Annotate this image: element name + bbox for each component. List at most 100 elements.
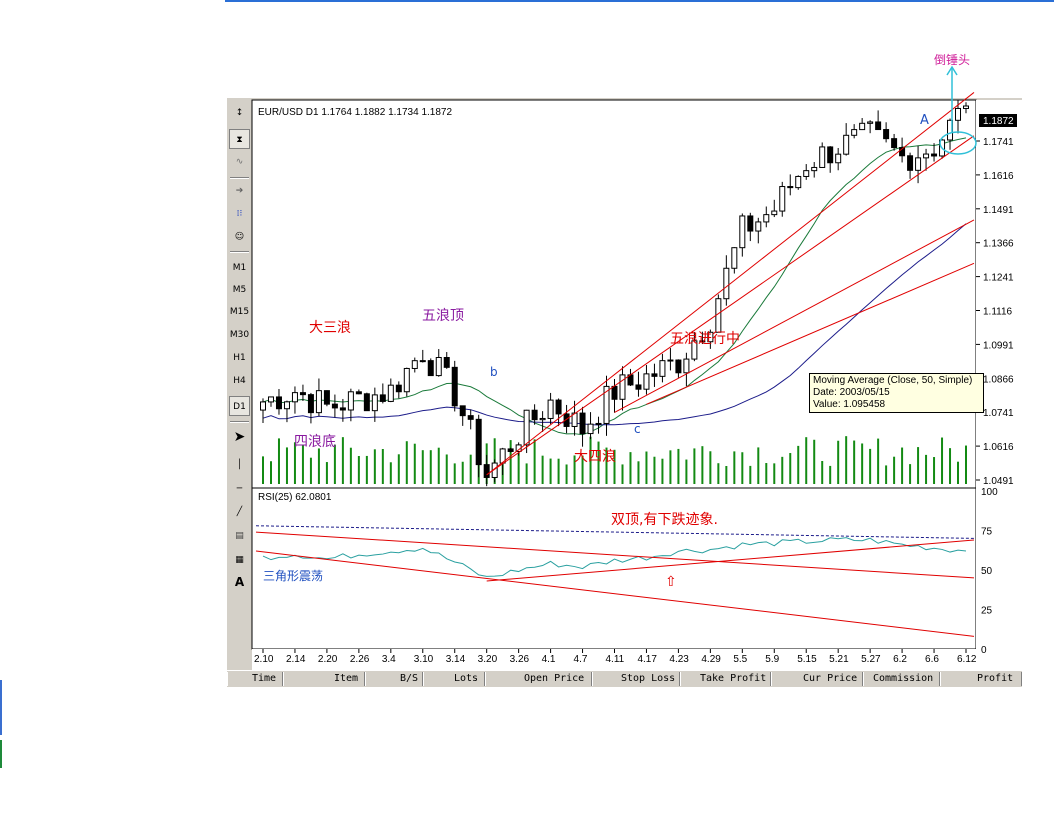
arrow-cursor-icon[interactable]: ➤ [233,429,246,445]
candle-chart-icon[interactable]: ⧗ [229,129,250,149]
candle-up [371,394,378,412]
expert-icon[interactable]: ☺ [234,232,245,242]
candle-up [843,134,850,155]
annotation-wave5-top: 五浪顶 [422,308,464,324]
vertical-line-icon[interactable]: │ [236,460,243,470]
hammer-pointer-arrowhead [946,65,958,76]
candle-down [483,464,490,478]
time-tick-label: 5.15 [797,654,817,665]
zoom-icon[interactable]: ➔ [235,186,244,196]
candle-down [451,366,458,407]
time-tick-label: 3.4 [382,654,396,665]
left-toolbar: ↕ ⧗ ∿ ➔ ⁞⁝ ☺ M1 M5 M15 M30 H1 H4 D1 ➤ │ … [228,99,251,669]
annotation-letter-c: c [634,422,641,436]
candle-down [323,390,330,405]
column-lots[interactable]: Lots [423,672,485,686]
candle-up [707,331,714,343]
axis-labels: 1.1741 1.1616 1.1491 1.1366 1.1241 1.1116 1.09… [254,137,1014,665]
fibonacci-icon[interactable]: ▦ [235,555,244,565]
period-m1-button[interactable]: M1 [232,263,247,273]
period-m30-button[interactable]: M30 [229,330,250,340]
column-bs[interactable]: B/S [365,672,423,686]
price-tick-label: 1.1741 [983,137,1014,148]
candle-up [403,367,410,393]
time-tick-label: 4.1 [542,654,556,665]
line-chart-icon[interactable]: ∿ [235,157,244,167]
column-take-profit[interactable]: Take Profit [680,672,771,686]
column-profit[interactable]: Profit [940,672,1022,686]
rsi-lower-line [255,550,975,637]
time-tick-label: 2.26 [350,654,370,665]
candle-down [339,407,346,411]
candle-down [275,396,282,410]
trendline [614,219,975,413]
candle-down [443,357,450,368]
column-cur-price[interactable]: Cur Price [771,672,863,686]
rsi-line [262,537,967,577]
candle-up [523,409,530,446]
trendlines [486,92,975,476]
candle-up [587,423,594,435]
candle-down [899,147,906,157]
channel-icon[interactable]: ▤ [235,531,244,541]
horizontal-line-icon[interactable]: ─ [236,484,243,494]
candle-up [347,391,354,411]
candle-down [475,418,482,466]
cursor-tool-icon[interactable]: ↕ [235,108,244,118]
trendline [646,262,975,405]
indicator-icon[interactable]: ⁞⁝ [236,209,243,219]
candle-up [419,360,426,363]
candle-up [283,401,290,410]
candle-up [667,359,674,362]
period-h4-button[interactable]: H4 [233,376,246,386]
price-tick-label: 1.1241 [983,273,1014,284]
column-stop-loss[interactable]: Stop Loss [592,672,680,686]
candle-down [651,373,658,377]
time-tick-label: 5.27 [861,654,881,665]
candle-up [260,401,266,411]
candle-down [827,146,834,164]
time-tick-label: 3.14 [446,654,466,665]
period-h1-button[interactable]: H1 [233,353,246,363]
candle-up [411,360,418,369]
tooltip-date: Date: 2003/05/15 [813,387,890,398]
ma-slow-line [262,223,967,426]
trendline [486,92,975,476]
candle-down [563,413,570,427]
period-d1-button[interactable]: D1 [229,396,250,416]
candle-up [267,396,274,403]
column-open-price[interactable]: Open Price [485,672,592,686]
toolbar-separator [230,251,249,253]
column-item[interactable]: Item [283,672,365,686]
candle-up [659,360,666,377]
candle-up [739,215,746,249]
annotation-big-wave4: 大四浪 [574,449,616,465]
period-m15-button[interactable]: M15 [229,307,250,317]
column-time[interactable]: Time [227,672,283,686]
candle-down [427,360,434,377]
time-tick-label: 4.29 [701,654,721,665]
candle-up [819,146,826,168]
symbol-header: EUR/USD D1 1.1764 1.1882 1.1734 1.1872 [258,107,452,118]
price-tick-label: 1.0491 [983,476,1014,487]
tooltip-value: Value: 1.095458 [813,399,886,410]
candle-up [859,122,866,131]
time-axis-bg [252,649,1022,671]
candle-down [299,392,306,396]
candle-up [915,157,922,171]
price-tick-label: 1.0741 [983,408,1014,419]
candle-up [811,166,818,172]
candle-down [395,384,402,393]
candle-up [291,392,298,403]
price-tick-label: 1.0616 [983,442,1014,453]
trendline-icon[interactable]: ╱ [236,507,243,517]
annotation-arrow-up: ⇧ [665,574,677,590]
candle-up [803,170,810,177]
time-tick-label: 2.14 [286,654,306,665]
period-m5-button[interactable]: M5 [232,285,247,295]
column-commission[interactable]: Commission [863,672,940,686]
time-tick-label: 5.9 [765,654,779,665]
candle-down [891,138,898,149]
text-tool-icon[interactable]: A [234,575,245,589]
